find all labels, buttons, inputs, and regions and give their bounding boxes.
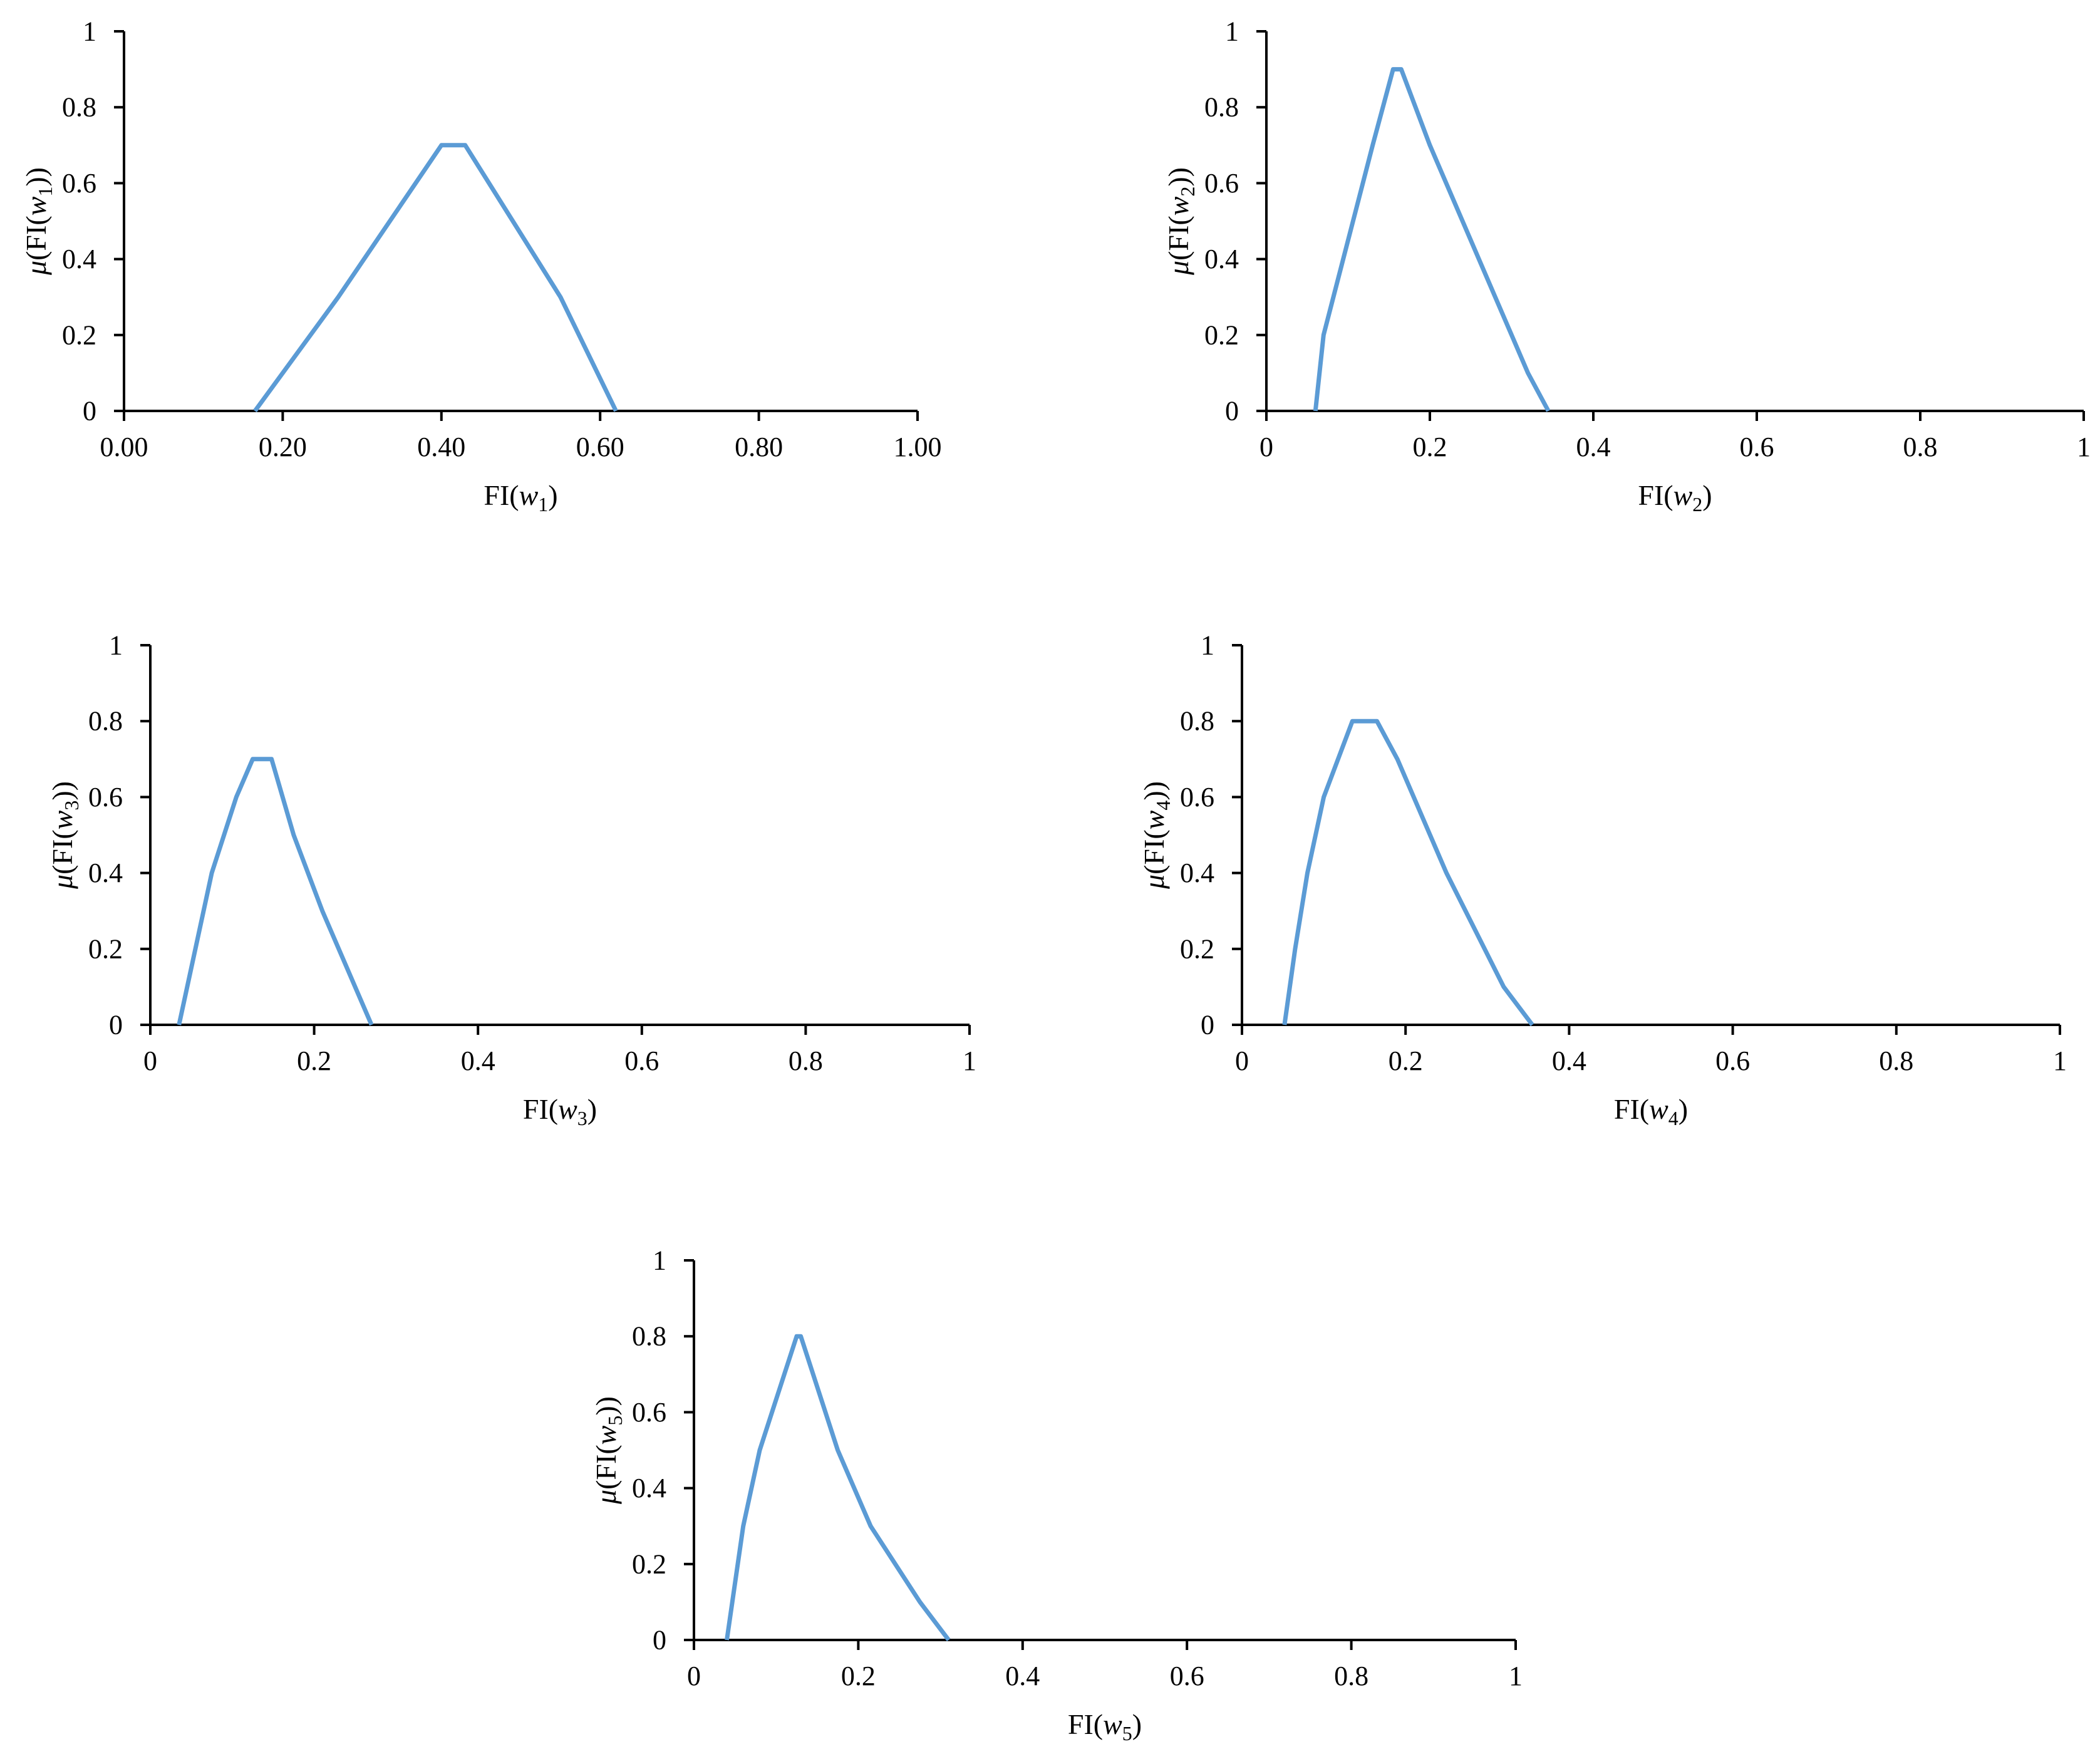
y-tick-label: 0 (1201, 1010, 1214, 1040)
x-tick-label: 0.80 (735, 432, 783, 462)
x-tick-label: 0.40 (417, 432, 465, 462)
y-tick-label: 0.8 (1180, 706, 1214, 737)
x-tick-label: 0.4 (1552, 1046, 1586, 1076)
x-tick-label: 0.4 (461, 1046, 495, 1076)
y-tick-label: 0.4 (1180, 858, 1214, 888)
x-tick-label: 0.6 (624, 1046, 659, 1076)
x-tick-label: 0 (143, 1046, 157, 1076)
x-tick-label: 0.2 (297, 1046, 331, 1076)
x-tick-label: 1 (2077, 432, 2091, 462)
y-tick-label: 1 (1201, 630, 1214, 661)
y-tick-label: 0.4 (88, 858, 123, 888)
x-tick-label: 0.2 (1413, 432, 1447, 462)
y-tick-label: 0.6 (632, 1397, 666, 1428)
x-tick-label: 0.4 (1005, 1661, 1040, 1691)
x-axis-title: FI(w3) (523, 1093, 597, 1129)
y-axis-title: μ(FI(w3)) (46, 781, 83, 890)
x-tick-label: 0.8 (789, 1046, 823, 1076)
y-tick-label: 0.6 (1204, 168, 1239, 199)
y-tick-label: 0.4 (632, 1473, 666, 1503)
x-axis-title: FI(w2) (1638, 479, 1712, 516)
x-tick-label: 1 (2053, 1046, 2067, 1076)
x-axis-title: FI(w1) (484, 479, 557, 516)
x-tick-label: 0 (1259, 432, 1273, 462)
x-tick-label: 0.00 (100, 432, 148, 462)
series-line (1313, 67, 1551, 412)
x-tick-label: 0.6 (1715, 1046, 1750, 1076)
series-line (1282, 719, 1534, 1027)
x-tick-label: 1 (963, 1046, 976, 1076)
y-tick-label: 0 (83, 396, 96, 427)
x-tick-label: 0.4 (1576, 432, 1611, 462)
x-tick-label: 0.6 (1740, 432, 1774, 462)
y-tick-label: 0.8 (88, 706, 123, 737)
y-tick-label: 0.6 (88, 782, 123, 812)
y-tick-label: 1 (83, 16, 96, 47)
y-tick-label: 0.8 (632, 1321, 666, 1352)
x-tick-label: 1 (1509, 1661, 1523, 1691)
y-tick-label: 0.6 (62, 168, 96, 199)
y-axis-title: μ(FI(w1)) (20, 167, 56, 276)
y-tick-label: 0.2 (62, 319, 96, 350)
y-axis-title: μ(FI(w2)) (1162, 167, 1199, 276)
x-axis-title: FI(w4) (1614, 1093, 1688, 1129)
x-tick-label: 0.2 (841, 1661, 876, 1691)
y-tick-label: 1 (653, 1245, 666, 1276)
y-tick-label: 0 (1225, 396, 1239, 427)
x-tick-label: 0 (687, 1661, 701, 1691)
y-axis-title: μ(FI(w5)) (590, 1396, 626, 1505)
series-line (177, 757, 374, 1026)
y-tick-label: 0.4 (62, 244, 96, 274)
x-tick-label: 0 (1235, 1046, 1249, 1076)
y-tick-label: 0.4 (1204, 244, 1239, 274)
y-tick-label: 0.6 (1180, 782, 1214, 812)
x-tick-label: 0.8 (1334, 1661, 1368, 1691)
x-tick-label: 0.2 (1389, 1046, 1423, 1076)
x-tick-label: 1.00 (894, 432, 942, 462)
chart-panel-2: 0 0.2 0.4 0.6 0.8 1 0 0.2 0.4 0.6 0.8 1 FI(w2) μ(FI(w… (1162, 16, 2091, 516)
y-tick-label: 1 (1225, 16, 1239, 47)
y-tick-label: 0 (653, 1625, 666, 1656)
chart-panel-3: 0 0.2 0.4 0.6 0.8 1 0 0.2 0.4 0.6 0.8 1 FI(w3) μ(FI(w… (46, 630, 976, 1130)
x-axis-title: FI(w5) (1068, 1708, 1142, 1745)
x-tick-label: 0.8 (1879, 1046, 1913, 1076)
y-tick-label: 1 (109, 630, 123, 661)
x-tick-label: 0.6 (1170, 1661, 1204, 1691)
chart-panel-1: 0 0.2 0.4 0.6 0.8 1 0.00 0.20 0.40 0.60 0.80 1.00 FI… (20, 16, 942, 516)
y-tick-label: 0.8 (1204, 92, 1239, 123)
x-tick-label: 0.60 (576, 432, 624, 462)
y-tick-label: 0.2 (632, 1549, 666, 1579)
chart-panel-4: 0 0.2 0.4 0.6 0.8 1 0 0.2 0.4 0.6 0.8 1 FI(w4) μ(FI(w… (1138, 630, 2067, 1130)
y-tick-label: 0.2 (1204, 319, 1239, 350)
chart-panel-5: 0 0.2 0.4 0.6 0.8 1 0 0.2 0.4 0.6 0.8 1 FI(w5) μ(FI(w… (590, 1245, 1523, 1745)
x-tick-label: 0.20 (259, 432, 307, 462)
x-tick-label: 0.8 (1903, 432, 1938, 462)
y-tick-label: 0.2 (88, 933, 123, 964)
y-tick-label: 0.2 (1180, 933, 1214, 964)
y-tick-label: 0 (109, 1010, 123, 1040)
series-line (725, 1334, 951, 1642)
y-tick-label: 0.8 (62, 92, 96, 123)
series-line (253, 143, 618, 413)
y-axis-title: μ(FI(w4)) (1138, 781, 1174, 890)
